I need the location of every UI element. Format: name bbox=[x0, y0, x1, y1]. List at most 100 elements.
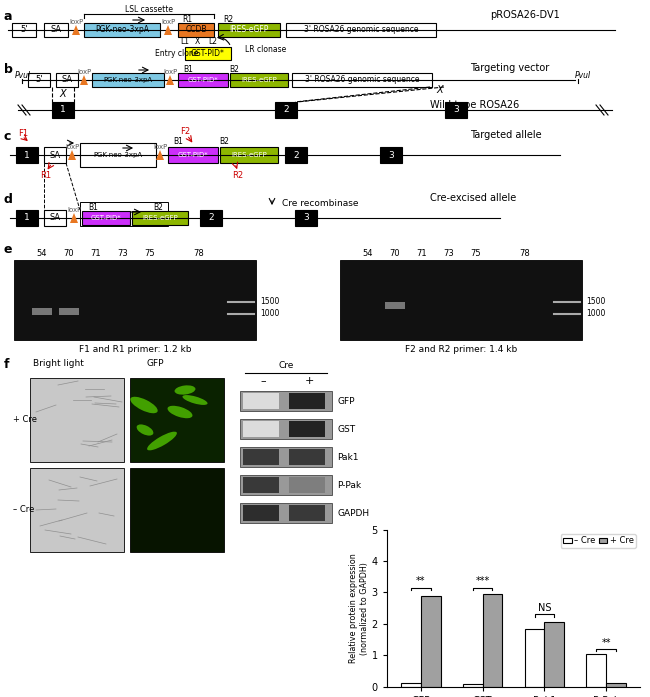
Bar bbox=[80, 143, 156, 167]
Text: IRES-eGFP: IRES-eGFP bbox=[142, 215, 178, 221]
Text: SA: SA bbox=[49, 151, 60, 160]
Text: X: X bbox=[60, 89, 66, 99]
Bar bbox=[32, 308, 52, 315]
Text: c: c bbox=[4, 130, 12, 143]
Bar bbox=[243, 421, 279, 437]
Text: B1: B1 bbox=[88, 204, 98, 213]
Text: d: d bbox=[4, 193, 13, 206]
Text: GST: GST bbox=[337, 424, 355, 434]
Text: SA: SA bbox=[49, 213, 60, 222]
Text: loxP: loxP bbox=[69, 19, 83, 25]
Text: loxP: loxP bbox=[77, 69, 91, 75]
Text: 2: 2 bbox=[283, 105, 289, 114]
Text: 3: 3 bbox=[303, 213, 309, 222]
Text: 5': 5' bbox=[20, 26, 28, 34]
Bar bbox=[606, 683, 626, 687]
Bar bbox=[586, 654, 606, 687]
Text: X: X bbox=[437, 85, 443, 95]
Bar bbox=[243, 477, 279, 493]
Bar bbox=[421, 595, 441, 687]
Text: 70: 70 bbox=[390, 250, 400, 259]
Text: **: ** bbox=[601, 638, 611, 648]
Ellipse shape bbox=[175, 385, 196, 395]
Text: + Cre: + Cre bbox=[13, 415, 37, 424]
Text: – Cre: – Cre bbox=[13, 505, 34, 514]
Bar bbox=[340, 260, 582, 340]
Text: **: ** bbox=[416, 576, 426, 586]
Bar bbox=[240, 475, 332, 495]
Text: f: f bbox=[4, 358, 10, 371]
Text: Wild-type ROSA26: Wild-type ROSA26 bbox=[430, 100, 519, 110]
Bar bbox=[59, 308, 79, 315]
Text: SA: SA bbox=[62, 75, 73, 84]
Bar bbox=[130, 468, 224, 552]
Bar bbox=[218, 23, 280, 37]
Text: F2: F2 bbox=[180, 126, 190, 135]
Text: b: b bbox=[4, 63, 13, 76]
Bar bbox=[289, 449, 325, 465]
Bar bbox=[240, 503, 332, 523]
Bar bbox=[84, 23, 160, 37]
Text: Targeting vector: Targeting vector bbox=[470, 63, 549, 73]
Text: a: a bbox=[4, 10, 12, 23]
Bar bbox=[178, 73, 228, 87]
Text: ***: *** bbox=[475, 576, 489, 586]
Bar bbox=[240, 447, 332, 467]
Bar bbox=[14, 260, 256, 340]
Bar bbox=[401, 683, 421, 687]
Legend: – Cre, + Cre: – Cre, + Cre bbox=[561, 534, 636, 548]
Text: B2: B2 bbox=[219, 137, 229, 146]
Text: IRES-eGFP: IRES-eGFP bbox=[241, 77, 277, 83]
Text: F2 and R2 primer: 1.4 kb: F2 and R2 primer: 1.4 kb bbox=[405, 346, 517, 355]
Bar bbox=[200, 210, 222, 226]
Text: B1: B1 bbox=[173, 137, 183, 146]
Text: PvuI: PvuI bbox=[575, 72, 592, 80]
Text: 73: 73 bbox=[443, 250, 454, 259]
Text: Cre: Cre bbox=[278, 362, 294, 371]
Text: L2: L2 bbox=[209, 38, 218, 47]
Text: L1: L1 bbox=[181, 38, 190, 47]
Bar bbox=[289, 421, 325, 437]
Text: 78: 78 bbox=[519, 250, 530, 259]
Polygon shape bbox=[164, 25, 172, 35]
Bar bbox=[30, 378, 124, 462]
Bar bbox=[285, 147, 307, 163]
Bar bbox=[289, 393, 325, 409]
Text: GAPDH: GAPDH bbox=[337, 509, 369, 517]
Text: Bright light: Bright light bbox=[32, 358, 83, 367]
Bar bbox=[52, 102, 74, 118]
Text: 1000: 1000 bbox=[260, 309, 280, 319]
Text: loxP: loxP bbox=[161, 19, 175, 25]
Ellipse shape bbox=[136, 424, 153, 436]
Text: IRES-eGFP: IRES-eGFP bbox=[229, 26, 268, 34]
Bar bbox=[545, 622, 564, 687]
Bar bbox=[16, 210, 38, 226]
Bar bbox=[463, 684, 482, 687]
Text: F1: F1 bbox=[18, 128, 28, 137]
Text: +: + bbox=[304, 376, 314, 386]
Text: 2: 2 bbox=[293, 151, 299, 160]
Text: 1500: 1500 bbox=[586, 298, 605, 307]
Bar bbox=[178, 23, 214, 37]
Text: 75: 75 bbox=[145, 250, 155, 259]
Text: CCDB: CCDB bbox=[185, 26, 207, 34]
Bar bbox=[385, 302, 405, 309]
Text: loxP: loxP bbox=[67, 207, 81, 213]
Text: LSL cassette: LSL cassette bbox=[125, 6, 173, 15]
Bar bbox=[56, 73, 78, 87]
Bar bbox=[80, 202, 168, 226]
Text: –: – bbox=[260, 376, 266, 386]
Text: R1: R1 bbox=[40, 171, 51, 181]
Text: loxP: loxP bbox=[163, 69, 177, 75]
Text: Entry clone: Entry clone bbox=[155, 49, 198, 57]
Text: NS: NS bbox=[538, 603, 551, 613]
Text: 54: 54 bbox=[363, 250, 373, 259]
Text: Cre-excised allele: Cre-excised allele bbox=[430, 193, 516, 203]
Text: loxP: loxP bbox=[65, 144, 79, 150]
Text: R2: R2 bbox=[223, 15, 233, 24]
Text: 3: 3 bbox=[453, 105, 459, 114]
Text: GFP: GFP bbox=[337, 397, 354, 406]
Text: 71: 71 bbox=[91, 250, 101, 259]
Bar bbox=[28, 73, 50, 87]
Bar bbox=[44, 23, 68, 37]
